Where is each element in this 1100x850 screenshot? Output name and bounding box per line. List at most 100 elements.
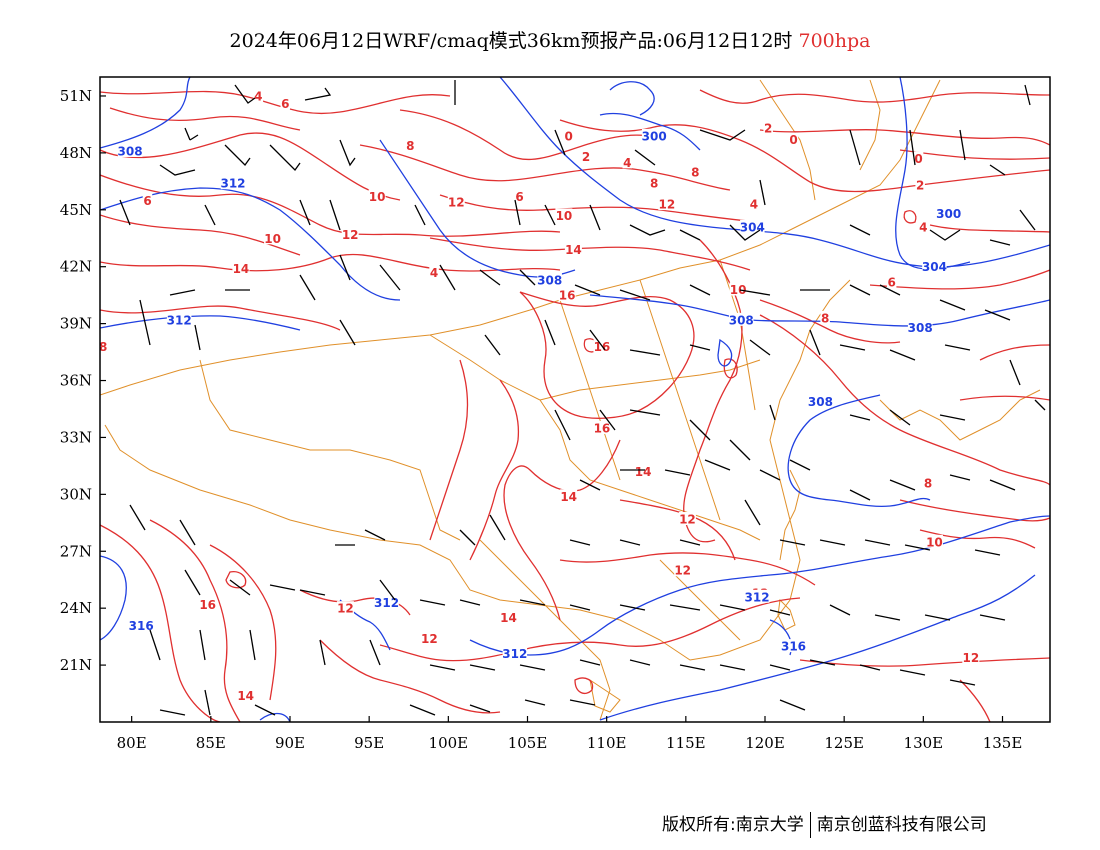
temperature-contour-label: 6 [143,194,151,208]
temperature-contour-label: 8 [650,177,658,191]
temperature-contour-label: 10 [556,209,573,223]
temperature-contour-label: 4 [430,266,438,280]
height-labels: 308 300 312 300 304 304 308 312 308 308 308 312 312 3… [117,128,961,661]
temperature-contour-label: 16 [559,289,576,303]
temperature-contour-label-bg [593,420,611,434]
height-contour-label-bg [502,646,528,660]
height-contour-label-bg [117,143,143,157]
temperature-contour-label: 6 [887,275,895,289]
temperature-contour-label-bg [368,189,386,203]
temperature-contour-label-bg [100,339,108,353]
height-contour-label-bg [166,312,192,326]
height-contour-label: 316 [781,640,806,654]
height-contour-label-bg [781,639,806,653]
temperature-contour-label: 4 [623,156,631,170]
title-main: 2024年06月12日WRF/cmaq模式36km预报产品:06月12日12时 [229,30,793,52]
temperature-contour-label: 10 [730,283,747,297]
height-contour-label: 312 [220,177,245,191]
temperature-contour-label: 10 [369,190,386,204]
lat-tick-label: 30N [60,485,92,503]
map-frame [99,76,1051,723]
temperature-contour-label: 8 [406,139,414,153]
temperature-contour-label-bg [500,610,517,624]
credit-right: 南京创蓝科技有限公司 [816,815,987,835]
temperature-contour-label: 6 [281,97,289,111]
height-contour-label-bg [936,206,961,220]
temperature-contour-label-bg [447,195,465,209]
temperature-contour-label: 0 [789,133,797,147]
temperature-contour-label: 4 [254,89,262,103]
height-contour-label-bg [641,128,667,142]
height-contour-label: 308 [908,321,933,335]
lat-tick-label: 48N [60,144,92,162]
map-background [100,77,1050,722]
lon-tick-label: 100E [429,734,469,752]
temperature-contour-label-bg [749,197,759,211]
temperature-contour-label: 12 [962,651,979,665]
temperature-contour-label-bg [690,164,701,178]
temperature-contour-label-bg [674,563,692,577]
temperature-contour-label-bg [253,88,264,102]
lat-tick-label: 42N [60,258,92,276]
height-contour-label-bg [740,219,765,233]
height-contour-label-bg [220,176,246,190]
height-contour-label-bg [744,589,770,603]
temperature-contour-label-bg [558,288,576,302]
map-title: 2024年06月12日WRF/cmaq模式36km预报产品:06月12日12时 … [0,26,1100,53]
title-level: 700hpa [798,30,871,52]
temperature-contour-label: 12 [421,632,438,646]
temperature-contour-label-bg [264,231,282,245]
lon-tick-label: 80E [117,734,147,752]
temperature-contour-label-bg [915,178,925,192]
temperature-contour-label: 14 [233,262,250,276]
lon-tick-label: 85E [196,734,226,752]
temperature-contour-label-bg [405,138,416,152]
lat-tick-label: 21N [60,656,92,674]
copyright-credit: 版权所有:南京大学 南京创蓝科技有限公司 [662,810,987,838]
temperature-contours [100,89,1050,722]
height-contour-label: 308 [537,273,562,287]
lon-tick-label: 90E [275,734,305,752]
height-contour-label: 308 [118,144,143,158]
temperature-contour-label-bg [560,489,578,503]
axis-ticks: 80E 85E 90E 95E 100E 105E 110E 115E 120E 125E 130E… [60,87,1023,752]
height-contour-label: 300 [642,129,667,143]
temperature-contour-label: 2 [764,122,772,136]
temperature-contour-label-bg [581,149,591,163]
temperature-contour-label-bg [634,464,652,478]
lon-tick-label: 95E [354,734,384,752]
temperature-contour-label: 4 [750,198,758,212]
temperature-contour-label: 8 [821,311,829,325]
temperature-contour-label: 12 [342,228,359,242]
temperature-contour-label-bg [918,219,929,233]
height-contour-label-bg [907,320,933,334]
temperature-contour-label-bg [563,128,574,142]
temperature-contour-label-bg [232,261,250,275]
temperature-contour-label: 14 [565,243,582,257]
temperature-contour-label: 6 [515,190,523,204]
temperature-contour-label-bg [420,631,438,645]
temperature-contour-label-bg [886,274,897,288]
height-contour-label: 308 [729,313,754,327]
lon-tick-label: 135E [983,734,1023,752]
temperature-contour-label: 14 [237,689,254,703]
temperature-contour-label-bg [142,193,153,207]
temperature-contour-label-bg [913,151,924,165]
temperature-contour-label: 2 [582,150,590,164]
height-contour-label-bg [128,618,154,632]
temperature-contour-label-bg [678,512,696,526]
height-contour-label: 316 [129,619,154,633]
temperature-contour-label-bg [199,597,217,611]
temperature-contour-label-bg [962,650,980,664]
temperature-contour-label: 14 [560,490,577,504]
temperature-contour-label: 14 [500,611,517,625]
height-contour-label: 312 [167,313,192,327]
lon-tick-label: 120E [745,734,785,752]
credit-separator [809,812,811,838]
border-lines [100,79,1041,721]
height-contour-label: 312 [374,596,399,610]
lon-tick-label: 105E [508,734,548,752]
